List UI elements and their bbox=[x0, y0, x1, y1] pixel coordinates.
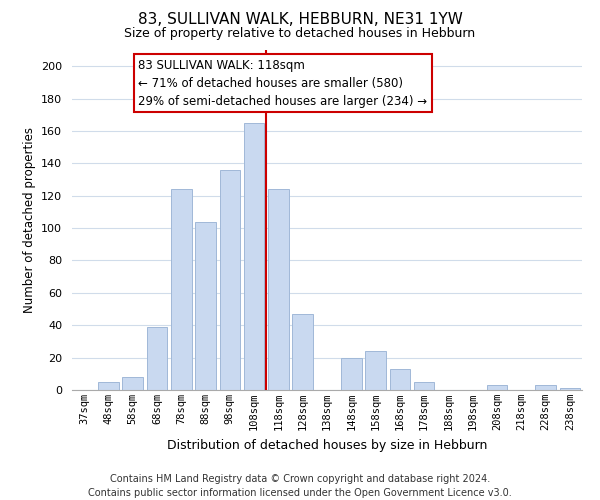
Bar bbox=[146, 327, 167, 390]
Bar bbox=[560, 388, 580, 390]
Y-axis label: Number of detached properties: Number of detached properties bbox=[23, 127, 35, 313]
Bar bbox=[195, 222, 216, 390]
Bar bbox=[365, 351, 386, 390]
Bar bbox=[341, 358, 362, 390]
Bar bbox=[414, 382, 434, 390]
Bar bbox=[122, 377, 143, 390]
Bar bbox=[292, 314, 313, 390]
Bar bbox=[487, 385, 508, 390]
Text: 83, SULLIVAN WALK, HEBBURN, NE31 1YW: 83, SULLIVAN WALK, HEBBURN, NE31 1YW bbox=[137, 12, 463, 28]
Bar bbox=[535, 385, 556, 390]
Bar bbox=[171, 189, 191, 390]
Text: 83 SULLIVAN WALK: 118sqm
← 71% of detached houses are smaller (580)
29% of semi-: 83 SULLIVAN WALK: 118sqm ← 71% of detach… bbox=[139, 58, 427, 108]
Bar bbox=[220, 170, 240, 390]
Bar bbox=[389, 369, 410, 390]
Bar bbox=[268, 189, 289, 390]
Bar bbox=[98, 382, 119, 390]
Text: Size of property relative to detached houses in Hebburn: Size of property relative to detached ho… bbox=[124, 28, 476, 40]
X-axis label: Distribution of detached houses by size in Hebburn: Distribution of detached houses by size … bbox=[167, 438, 487, 452]
Bar bbox=[244, 123, 265, 390]
Text: Contains HM Land Registry data © Crown copyright and database right 2024.
Contai: Contains HM Land Registry data © Crown c… bbox=[88, 474, 512, 498]
